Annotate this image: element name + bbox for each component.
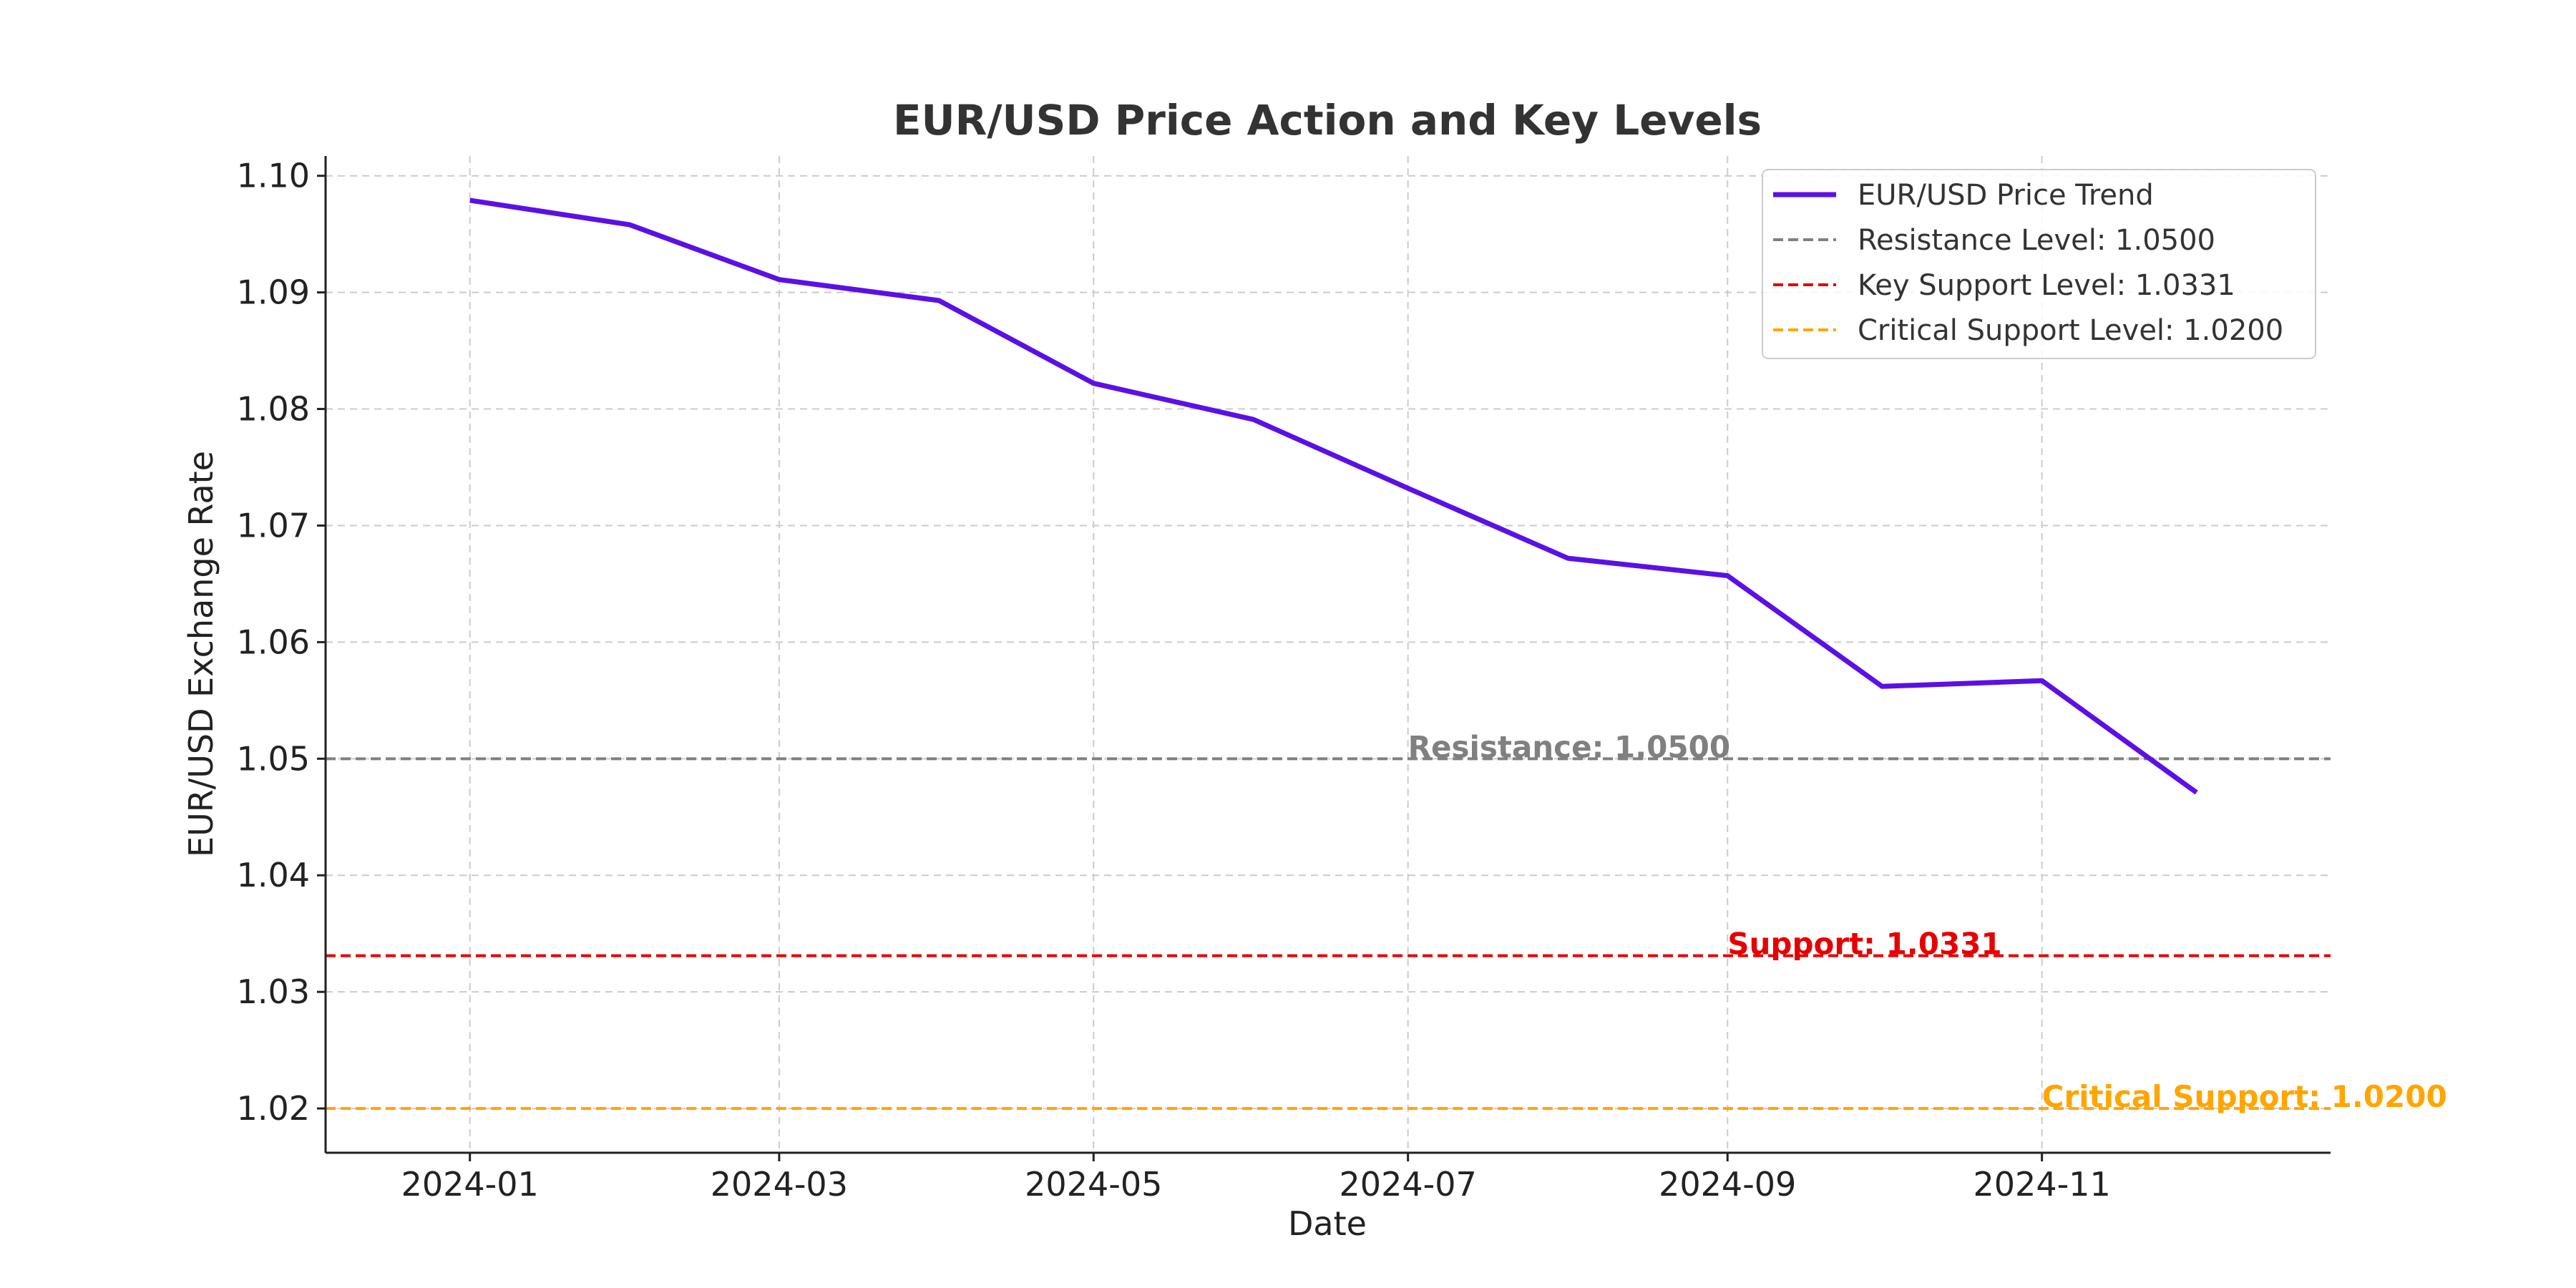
x-tick-label: 2024-07 [1340, 1165, 1477, 1204]
legend-items: EUR/USD Price Trend Resistance Level: 1.0… [1773, 179, 2283, 347]
y-tick-label: 1.03 [237, 972, 310, 1011]
axes-spines [324, 156, 2331, 1154]
x-ticks: 2024-01 2024-03 2024-05 2024-07 2024-09 2024-… [401, 1153, 2111, 1204]
y-tick-label: 1.08 [237, 390, 310, 429]
series-layer [469, 197, 2198, 795]
series-line [469, 197, 2198, 795]
legend-label: Critical Support Level: 1.0200 [1858, 314, 2283, 347]
y-tick-label: 1.02 [237, 1089, 310, 1128]
y-tick-label: 1.07 [237, 506, 310, 545]
x-tick-label: 2024-11 [1974, 1165, 2111, 1204]
y-tick-label: 1.09 [237, 273, 310, 312]
chart-title: EUR/USD Price Action and Key Levels [893, 96, 1762, 145]
y-tick-label: 1.06 [237, 623, 310, 661]
x-tick-label: 2024-03 [711, 1165, 848, 1204]
y-tick-label: 1.04 [237, 856, 310, 894]
legend-box [1762, 169, 2316, 359]
level-label: Critical Support: 1.0200 [2042, 1079, 2447, 1114]
x-tick-label: 2024-01 [401, 1165, 539, 1204]
y-tick-label: 1.05 [237, 739, 310, 778]
legend-label: Key Support Level: 1.0331 [1858, 269, 2235, 302]
levels-layer: Resistance: 1.0500 Support: 1.0331 Critica… [326, 729, 2447, 1114]
x-tick-label: 2024-05 [1025, 1165, 1162, 1204]
level-label: Resistance: 1.0500 [1408, 729, 1730, 764]
legend-label: Resistance Level: 1.0500 [1858, 224, 2215, 257]
level-label: Support: 1.0331 [1727, 927, 2001, 962]
x-axis-label: Date [1288, 1204, 1367, 1243]
y-axis-label: EUR/USD Exchange Rate [182, 451, 220, 857]
legend-label: EUR/USD Price Trend [1858, 179, 2154, 212]
y-tick-label: 1.10 [237, 157, 310, 195]
legend: EUR/USD Price Trend Resistance Level: 1.0… [1762, 169, 2316, 359]
x-tick-label: 2024-09 [1659, 1165, 1796, 1204]
y-ticks: 1.02 1.03 1.04 1.05 1.06 1.07 1.08 1.09 1.10 [237, 157, 326, 1128]
